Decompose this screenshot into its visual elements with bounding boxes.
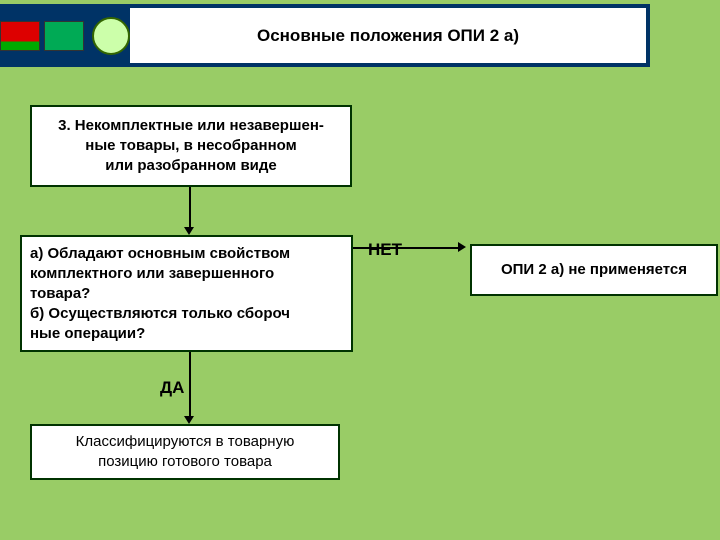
box-line: комплектного или завершенного bbox=[30, 264, 343, 284]
arrow-2-head bbox=[458, 242, 466, 252]
box-line: 3. Некомплектные или незавершен- bbox=[40, 116, 342, 136]
node-question: а) Обладают основным свойствомкомплектно… bbox=[20, 235, 353, 352]
arrow-1-head bbox=[184, 227, 194, 235]
box-line: б) Осуществляются только сбороч bbox=[30, 304, 343, 324]
state-emblem bbox=[92, 17, 130, 55]
box-line: ные товары, в несобранном bbox=[40, 136, 342, 156]
flag-belarus bbox=[0, 21, 40, 51]
flag-customs bbox=[44, 21, 84, 51]
box-line: товара? bbox=[30, 284, 343, 304]
node-incomplete-goods: 3. Некомплектные или незавершен-ные това… bbox=[30, 105, 352, 187]
slide-title: Основные положения ОПИ 2 а) bbox=[130, 8, 646, 63]
node-not-applied: ОПИ 2 а) не применяется bbox=[470, 244, 718, 296]
label-no: НЕТ bbox=[368, 240, 402, 260]
arrow-3 bbox=[189, 352, 191, 416]
box-line: позицию готового товара bbox=[40, 452, 330, 472]
arrow-3-head bbox=[184, 416, 194, 424]
label-yes: ДА bbox=[160, 378, 184, 398]
slide-title-text: Основные положения ОПИ 2 а) bbox=[257, 26, 519, 46]
box-line: ные операции? bbox=[30, 324, 343, 344]
box-line: ОПИ 2 а) не применяется bbox=[480, 260, 708, 280]
arrow-1 bbox=[189, 187, 191, 227]
flags-emblem bbox=[0, 4, 130, 67]
node-classified: Классифицируются в товарнуюпозицию готов… bbox=[30, 424, 340, 480]
slide-canvas: Основные положения ОПИ 2 а) 3. Некомплек… bbox=[0, 0, 720, 540]
arrow-2 bbox=[353, 247, 458, 249]
box-line: а) Обладают основным свойством bbox=[30, 244, 343, 264]
box-line: или разобранном виде bbox=[40, 156, 342, 176]
box-line: Классифицируются в товарную bbox=[40, 432, 330, 452]
